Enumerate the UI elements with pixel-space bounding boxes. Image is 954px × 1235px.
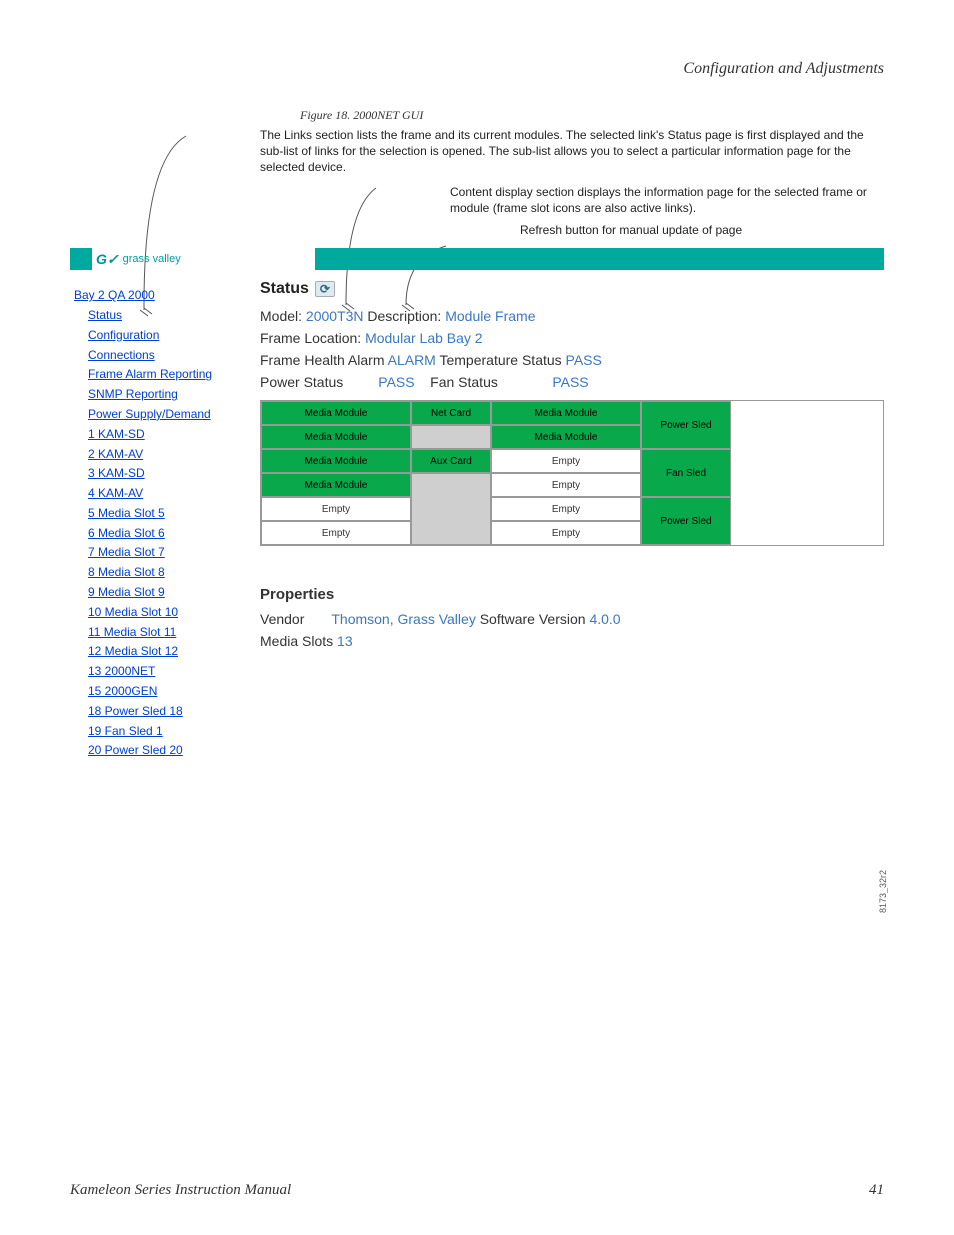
frame-link[interactable]: Bay 2 QA 2000 — [74, 286, 250, 306]
sw-label: Software Version — [480, 611, 586, 627]
sidebar-sub-link[interactable]: Status — [88, 306, 250, 326]
slot-cell[interactable]: Media Module — [491, 401, 641, 425]
sidebar-sub-link[interactable]: Frame Alarm Reporting — [88, 365, 250, 385]
sidebar-sub-link[interactable]: Configuration — [88, 326, 250, 346]
annotation-content: Content display section displays the inf… — [450, 184, 884, 216]
slot-cell — [411, 473, 491, 545]
sidebar-slot-link[interactable]: 8 Media Slot 8 — [88, 563, 250, 583]
health-label: Frame Health Alarm — [260, 352, 384, 368]
sidebar-slot-link[interactable]: 9 Media Slot 9 — [88, 583, 250, 603]
slot-cell[interactable]: Power Sled — [641, 401, 731, 449]
slot-cell[interactable]: Power Sled — [641, 497, 731, 545]
slot-cell[interactable]: Empty — [261, 521, 411, 545]
figure-caption: Figure 18. 2000NET GUI — [300, 108, 884, 123]
refresh-button[interactable]: ⟳ — [315, 281, 335, 297]
slot-cell[interactable]: Media Module — [261, 449, 411, 473]
properties-section: Properties Vendor Thomson, Grass Valley … — [260, 586, 884, 649]
slot-cell[interactable]: Empty — [491, 521, 641, 545]
sidebar-slot-link[interactable]: 13 2000NET — [88, 662, 250, 682]
sidebar-slot-link[interactable]: 11 Media Slot 11 — [88, 623, 250, 643]
grid-col-1: Media ModuleMedia ModuleMedia ModuleMedi… — [261, 401, 411, 545]
mslots-value: 13 — [337, 633, 353, 649]
sidebar-slot-link[interactable]: 19 Fan Sled 1 — [88, 722, 250, 742]
fan-value: PASS — [552, 374, 588, 390]
health-value: ALARM — [388, 352, 436, 368]
sidebar-slot-link[interactable]: 2 KAM-AV — [88, 445, 250, 465]
power-line: Power Status PASS Fan Status PASS — [260, 374, 884, 390]
loc-value: Modular Lab Bay 2 — [365, 330, 483, 346]
temp-value: PASS — [566, 352, 602, 368]
sidebar-slot-link[interactable]: 4 KAM-AV — [88, 484, 250, 504]
topbar: G✓ grass valley — [70, 248, 884, 270]
gv-mark: G✓ — [96, 251, 119, 268]
status-heading: Status — [260, 280, 309, 298]
temp-label: Temperature Status — [439, 352, 561, 368]
slot-cell[interactable]: Empty — [491, 497, 641, 521]
vendor-label: Vendor — [260, 611, 304, 627]
health-line: Frame Health Alarm ALARM Temperature Sta… — [260, 352, 884, 368]
slot-cell[interactable]: Empty — [261, 497, 411, 521]
sidebar-slot-link[interactable]: 20 Power Sled 20 — [88, 741, 250, 761]
section-heading: Configuration and Adjustments — [70, 60, 884, 78]
sidebar-slot-link[interactable]: 5 Media Slot 5 — [88, 504, 250, 524]
slot-cell[interactable]: Empty — [491, 449, 641, 473]
sidebar-slot-link[interactable]: 12 Media Slot 12 — [88, 642, 250, 662]
annotation-links: The Links section lists the frame and it… — [260, 127, 884, 176]
model-line: Model: 2000T3N Description: Module Frame — [260, 308, 884, 324]
slot-cell[interactable]: Media Module — [261, 425, 411, 449]
sidebar-slot-link[interactable]: 1 KAM-SD — [88, 425, 250, 445]
footer-page-number: 41 — [869, 1182, 884, 1199]
slot-grid: Media ModuleMedia ModuleMedia ModuleMedi… — [260, 400, 884, 546]
sidebar-slot-link[interactable]: 15 2000GEN — [88, 682, 250, 702]
fan-label: Fan Status — [430, 374, 498, 390]
grid-col-3: Media ModuleMedia ModuleEmptyEmptyEmptyE… — [491, 401, 641, 545]
sidebar-slot-link[interactable]: 18 Power Sled 18 — [88, 702, 250, 722]
vendor-value: Thomson, Grass Valley — [331, 611, 475, 627]
grid-col-2: Net Card Aux Card — [411, 401, 491, 545]
slot-cell — [411, 425, 491, 449]
slot-cell[interactable]: Media Module — [261, 473, 411, 497]
links-sidebar: Bay 2 QA 2000 StatusConfigurationConnect… — [70, 276, 250, 761]
topbar-bar — [315, 248, 884, 270]
slot-cell[interactable]: Empty — [491, 473, 641, 497]
sidebar-sub-link[interactable]: Connections — [88, 346, 250, 366]
mslots-label: Media Slots — [260, 633, 333, 649]
location-line: Frame Location: Modular Lab Bay 2 — [260, 330, 884, 346]
sidebar-sub-link[interactable]: SNMP Reporting — [88, 385, 250, 405]
model-label: Model: — [260, 308, 302, 324]
topbar-accent — [70, 248, 92, 270]
figure-id-label: 8173_32r2 — [878, 870, 888, 913]
brand-logo: G✓ grass valley — [96, 248, 181, 270]
slot-cell[interactable]: Net Card — [411, 401, 491, 425]
sidebar-sub-link[interactable]: Power Supply/Demand — [88, 405, 250, 425]
sidebar-slot-link[interactable]: 7 Media Slot 7 — [88, 543, 250, 563]
model-value: 2000T3N — [306, 308, 364, 324]
sidebar-slot-link[interactable]: 6 Media Slot 6 — [88, 524, 250, 544]
sw-value: 4.0.0 — [589, 611, 620, 627]
annotation-refresh: Refresh button for manual update of page — [520, 222, 884, 238]
sidebar-slot-link[interactable]: 3 KAM-SD — [88, 464, 250, 484]
desc-label: Description: — [367, 308, 441, 324]
properties-heading: Properties — [260, 586, 884, 603]
brand-text: grass valley — [123, 253, 181, 265]
power-value: PASS — [378, 374, 414, 390]
slot-cell[interactable]: Fan Sled — [641, 449, 731, 497]
sidebar-slot-link[interactable]: 10 Media Slot 10 — [88, 603, 250, 623]
slot-cell[interactable]: Aux Card — [411, 449, 491, 473]
loc-label: Frame Location: — [260, 330, 361, 346]
footer-manual-title: Kameleon Series Instruction Manual — [70, 1182, 291, 1199]
content-panel: Status ⟳ Model: 2000T3N Description: Mod… — [250, 276, 884, 761]
grid-col-4: Power SledFan SledPower Sled — [641, 401, 731, 545]
desc-value: Module Frame — [445, 308, 535, 324]
slot-cell[interactable]: Media Module — [261, 401, 411, 425]
slot-cell[interactable]: Media Module — [491, 425, 641, 449]
power-label: Power Status — [260, 374, 343, 390]
